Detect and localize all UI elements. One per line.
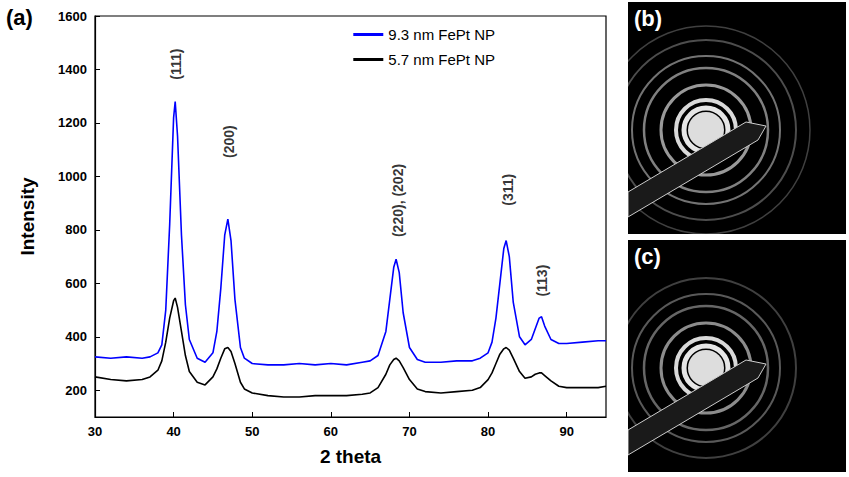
svg-text:50: 50 <box>245 424 259 439</box>
svg-text:800: 800 <box>65 222 87 237</box>
svg-text:1600: 1600 <box>58 9 87 24</box>
html-text:(b): (b) <box>634 6 663 31</box>
svg-text:(a): (a) <box>6 5 33 30</box>
svg-text:(200): (200) <box>221 125 237 158</box>
svg-text:9.3 nm FePt NP: 9.3 nm FePt NP <box>388 26 495 43</box>
svg-text:2 theta: 2 theta <box>320 446 382 467</box>
svg-text:1200: 1200 <box>58 115 87 130</box>
svg-text:(311): (311) <box>500 174 516 206</box>
html-text:(c): (c) <box>634 244 661 269</box>
svg-text:40: 40 <box>166 424 180 439</box>
svg-text:400: 400 <box>65 329 87 344</box>
svg-text:1400: 1400 <box>58 62 87 77</box>
svg-text:60: 60 <box>324 424 338 439</box>
svg-text:70: 70 <box>402 424 416 439</box>
svg-text:600: 600 <box>65 276 87 291</box>
svg-text:(220), (202): (220), (202) <box>390 164 406 237</box>
svg-text:(111): (111) <box>168 49 184 80</box>
svg-text:200: 200 <box>65 383 87 398</box>
svg-text:1000: 1000 <box>58 169 87 184</box>
svg-text:30: 30 <box>88 424 102 439</box>
svg-text:(113): (113) <box>534 265 550 297</box>
svg-text:Intensity: Intensity <box>17 177 38 256</box>
svg-text:5.7 nm FePt NP: 5.7 nm FePt NP <box>388 51 495 68</box>
svg-text:90: 90 <box>559 424 573 439</box>
svg-text:80: 80 <box>481 424 495 439</box>
